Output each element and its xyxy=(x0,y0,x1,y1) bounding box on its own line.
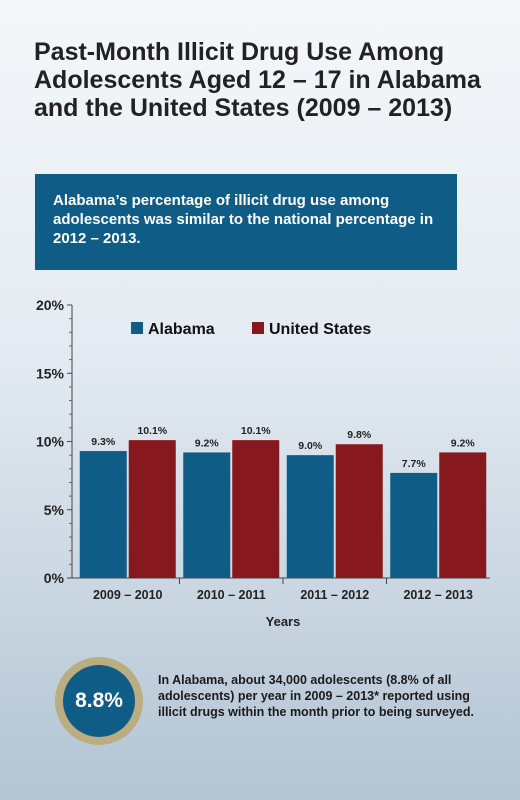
bar-alabama xyxy=(183,452,231,578)
y-tick-label: 15% xyxy=(36,365,65,381)
bar-alabama xyxy=(390,472,438,578)
stat-value: 8.8% xyxy=(63,665,135,737)
bar-united-states xyxy=(128,440,176,578)
callout-box: Alabama’s percentage of illicit drug use… xyxy=(35,174,457,270)
legend-label: United States xyxy=(269,321,371,338)
page-title: Past-Month Illicit Drug Use Among Adoles… xyxy=(34,38,481,122)
data-label: 9.2% xyxy=(451,437,476,449)
legend-swatch xyxy=(131,322,143,334)
bar-alabama xyxy=(286,455,334,578)
y-tick-label: 10% xyxy=(36,434,65,450)
callout-text: Alabama’s percentage of illicit drug use… xyxy=(53,192,434,247)
data-label: 7.7% xyxy=(402,458,427,470)
stat-circle: 8.8% xyxy=(55,657,143,745)
stat-description: In Alabama, about 34,000 adolescents (8.… xyxy=(158,673,474,719)
bar-alabama xyxy=(79,451,127,578)
y-tick-label: 20% xyxy=(36,297,65,313)
legend-label: Alabama xyxy=(148,321,215,338)
bar-united-states xyxy=(439,452,487,578)
x-tick-label: 2010 – 2011 xyxy=(197,588,266,602)
y-tick-label: 0% xyxy=(44,570,65,586)
y-tick-label: 5% xyxy=(44,502,65,518)
data-label: 9.8% xyxy=(347,429,372,441)
data-label: 10.1% xyxy=(241,425,271,437)
bar-united-states xyxy=(335,444,383,578)
bar-united-states xyxy=(232,440,280,578)
x-tick-label: 2011 – 2012 xyxy=(300,588,369,602)
data-label: 9.3% xyxy=(91,436,116,448)
data-label: 9.0% xyxy=(298,440,323,452)
legend-swatch xyxy=(252,322,264,334)
x-tick-label: 2012 – 2013 xyxy=(403,588,473,602)
data-label: 10.1% xyxy=(137,425,167,437)
x-axis-title: Years xyxy=(266,614,301,629)
bar-chart: 0% 5% 10% 15% 20% 9.3% 10.1% 2009 – 2010 9.2% 10.… xyxy=(36,297,490,629)
x-tick-label: 2009 – 2010 xyxy=(93,588,163,602)
data-label: 9.2% xyxy=(195,437,220,449)
